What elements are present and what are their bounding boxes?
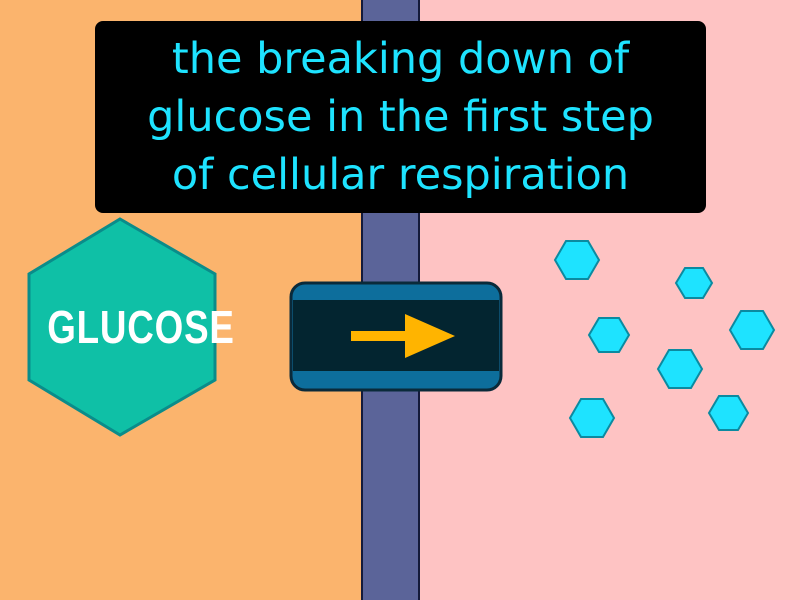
small-molecule bbox=[728, 310, 776, 350]
glucose-label: GLUCOSE bbox=[47, 301, 235, 353]
small-molecule bbox=[674, 267, 714, 299]
small-molecule bbox=[707, 395, 750, 431]
definition-line: the breaking down of bbox=[171, 34, 630, 84]
small-molecule bbox=[568, 398, 616, 438]
definition-line: glucose in the first step bbox=[147, 92, 654, 142]
definition-caption: the breaking down of glucose in the firs… bbox=[95, 21, 706, 213]
small-molecule bbox=[656, 349, 704, 389]
definition-line: of cellular respiration bbox=[171, 150, 630, 200]
glucose-hexagon bbox=[27, 217, 217, 437]
small-molecule bbox=[553, 240, 601, 280]
small-molecule bbox=[587, 317, 631, 353]
arrow-right-icon bbox=[351, 314, 455, 358]
small-molecules bbox=[553, 240, 776, 438]
